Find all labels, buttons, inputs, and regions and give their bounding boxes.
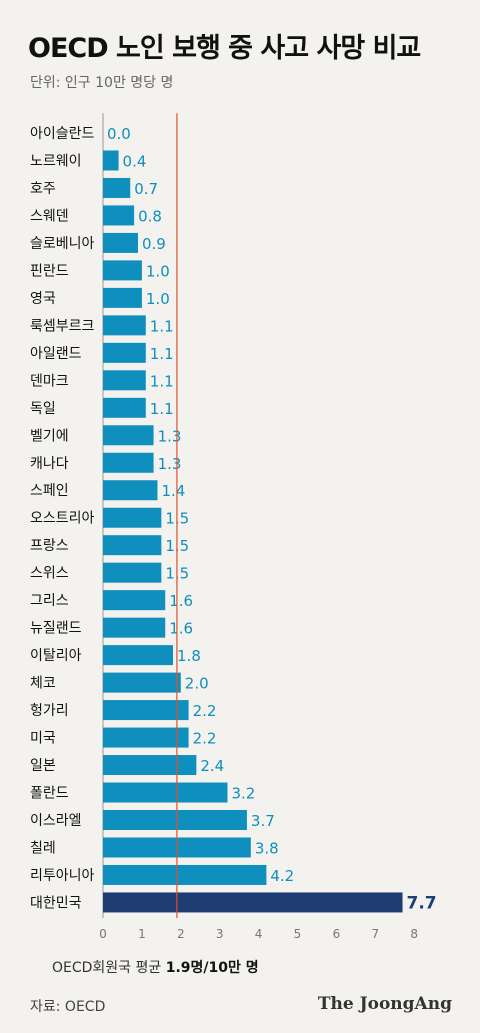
bar <box>103 645 174 666</box>
category-label: 캐나다 <box>30 456 69 472</box>
average-note: OECD회원국 평균 1.9명/10만 명 <box>52 957 259 977</box>
bar <box>103 700 189 721</box>
data-label: 4.2 <box>270 867 294 885</box>
data-label: 2.4 <box>200 757 224 775</box>
bar <box>103 480 158 501</box>
bar-chart: 아이슬란드 0.0 노르웨이 0.4 호주 0.7 스웨덴 0.8 슬로베니아 0.9 핀란드 1.0… <box>30 113 437 941</box>
data-label: 2.2 <box>193 730 217 748</box>
category-label: 일본 <box>30 758 56 774</box>
category-label: 칠레 <box>30 840 56 856</box>
bar <box>103 892 403 913</box>
x-tick-label: 4 <box>255 927 263 941</box>
category-label: 영국 <box>30 291 56 307</box>
bar <box>103 232 139 253</box>
category-label: 헝가리 <box>30 703 69 719</box>
data-label: 0.9 <box>142 235 166 253</box>
x-tick-label: 8 <box>410 927 418 941</box>
data-label: 1.3 <box>158 455 182 473</box>
data-label: 1.3 <box>158 427 182 445</box>
bar <box>103 370 146 391</box>
category-label: 노르웨이 <box>30 153 82 169</box>
bar <box>103 864 267 885</box>
bar <box>103 810 247 830</box>
category-label: 뉴질랜드 <box>30 621 82 637</box>
category-label: 이스라엘 <box>30 813 82 829</box>
category-label: 그리스 <box>30 593 69 609</box>
category-label: 미국 <box>30 731 56 747</box>
category-label: 프랑스 <box>30 538 69 554</box>
x-tick-label: 6 <box>333 927 341 941</box>
unit-note: 단위: 인구 10만 명당 명 <box>30 75 174 91</box>
data-label: 0.0 <box>107 125 131 143</box>
category-label: 이탈리아 <box>30 648 82 664</box>
category-label: 스웨덴 <box>30 208 69 224</box>
data-label: 2.0 <box>185 675 209 693</box>
category-label: 룩셈부르크 <box>30 318 95 334</box>
data-label: 1.8 <box>177 647 201 665</box>
category-label: 호주 <box>30 181 56 197</box>
data-label: 3.8 <box>255 839 279 857</box>
category-label: 독일 <box>30 401 56 417</box>
x-tick-label: 7 <box>371 927 379 941</box>
data-label: 1.0 <box>146 262 170 280</box>
bar <box>103 535 162 556</box>
data-label: 0.8 <box>138 207 162 225</box>
data-label: 0.7 <box>134 180 158 198</box>
category-label: 스위스 <box>30 566 69 582</box>
data-label: 3.2 <box>231 785 255 803</box>
category-label: 대한민국 <box>30 895 82 911</box>
data-label: 1.6 <box>169 592 193 610</box>
bar <box>103 150 119 171</box>
bar <box>103 727 189 748</box>
bar <box>103 782 228 803</box>
data-label: 2.2 <box>193 702 217 720</box>
data-label: 0.4 <box>123 152 147 170</box>
category-label: 폴란드 <box>30 786 69 802</box>
category-label: 아일랜드 <box>30 346 82 362</box>
category-label: 오스트리아 <box>30 511 95 527</box>
data-label: 1.1 <box>150 400 174 418</box>
bar <box>103 205 135 226</box>
category-label: 스페인 <box>30 483 69 499</box>
category-label: 아이슬란드 <box>30 126 95 142</box>
data-label: 7.7 <box>407 893 437 913</box>
bar <box>103 342 146 363</box>
x-tick-label: 3 <box>216 927 224 941</box>
x-tick-label: 2 <box>177 927 185 941</box>
category-label: 슬로베니아 <box>30 236 95 252</box>
data-label: 1.0 <box>146 290 170 308</box>
bar <box>103 617 166 638</box>
bar <box>103 755 197 776</box>
bar <box>103 507 162 528</box>
bar <box>103 177 131 198</box>
bar <box>103 260 142 281</box>
data-label: 1.6 <box>169 620 193 638</box>
category-label: 핀란드 <box>30 263 69 279</box>
x-tick-label: 0 <box>99 927 107 941</box>
brand-logo: The JoongAng <box>317 994 452 1014</box>
category-label: 벨기에 <box>30 428 69 444</box>
chart-title: OECD 노인 보행 중 사고 사망 비교 <box>28 33 421 64</box>
source-note: 자료: OECD <box>30 999 106 1015</box>
bar <box>103 397 146 418</box>
x-tick-label: 5 <box>294 927 302 941</box>
data-label: 1.1 <box>150 317 174 335</box>
average-note-value: 1.9명/10만 명 <box>165 960 259 976</box>
category-label: 덴마크 <box>30 373 69 389</box>
data-label: 1.4 <box>161 482 185 500</box>
bar <box>103 425 154 446</box>
average-note-prefix: OECD회원국 평균 <box>52 960 166 976</box>
bar <box>103 287 142 308</box>
bar <box>103 452 154 473</box>
data-label: 3.7 <box>251 812 275 830</box>
bar <box>103 590 166 611</box>
bar <box>103 315 146 336</box>
category-label: 체코 <box>30 676 56 692</box>
bar <box>103 672 181 693</box>
bar <box>103 562 162 583</box>
category-label: 리투아니아 <box>30 868 95 884</box>
data-label: 1.1 <box>150 345 174 363</box>
x-tick-label: 1 <box>138 927 146 941</box>
data-label: 1.1 <box>150 372 174 390</box>
